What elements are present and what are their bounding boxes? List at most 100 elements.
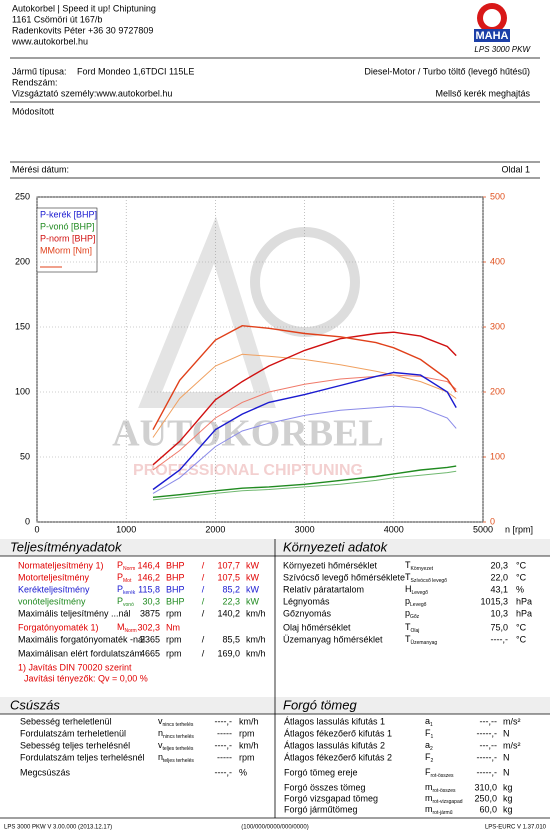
y-tick-label: 200 xyxy=(15,256,30,266)
row-cell: / xyxy=(202,608,205,618)
symbol-main: M xyxy=(117,622,125,632)
row-symbol: Frot-összes xyxy=(425,767,454,779)
symbol-sub: rot-jármű xyxy=(433,810,453,816)
plate-label: Rendszám: xyxy=(12,77,58,87)
vehicle-type: Ford Mondeo 1,6TDCI 115LE xyxy=(77,66,194,76)
row-cell: 22,0 xyxy=(490,572,508,582)
symbol-main: v xyxy=(158,716,163,726)
y-tick-label: 100 xyxy=(15,386,30,396)
row-symbol: F2 xyxy=(425,752,434,764)
y2-tick-label: 300 xyxy=(490,321,505,331)
row-symbol: pGőz xyxy=(405,608,420,620)
symbol-sub: Olaj xyxy=(411,628,420,634)
row-cell: 2365 xyxy=(140,634,160,644)
row-cell: % xyxy=(239,767,247,777)
row-symbol: Pvonó xyxy=(117,596,134,608)
row-symbol: TKörnyezet xyxy=(405,560,434,572)
symbol-sub: Norm xyxy=(123,566,135,572)
footnote: 1) Javítás DIN 70020 szerint xyxy=(18,662,132,672)
row-label: Fordulatszám teljes terhelésnél xyxy=(20,752,145,762)
row-cell: N xyxy=(503,752,510,762)
x-tick-label: 3000 xyxy=(295,524,315,534)
row-label: Normateljesítmény 1) xyxy=(18,560,104,570)
row-cell: 75,0 xyxy=(490,622,508,632)
row-cell: rpm xyxy=(166,608,182,618)
symbol-sub: nincs terhelés xyxy=(163,734,194,740)
y2-tick-label: 400 xyxy=(490,256,505,266)
row-cell: km/h xyxy=(246,648,266,658)
row-symbol: vnincs terhelés xyxy=(158,716,194,728)
row-cell: BHP xyxy=(166,584,185,594)
series-line xyxy=(152,470,457,501)
symbol-sub: Mot xyxy=(123,578,132,584)
row-cell: rpm xyxy=(166,648,182,658)
symbol-sub: Norm xyxy=(125,628,137,634)
symbol-main: T xyxy=(405,560,411,570)
row-cell: hPa xyxy=(516,608,532,618)
page-number: Oldal 1 xyxy=(501,164,530,174)
row-cell: N xyxy=(503,728,510,738)
header-line: www.autokorbel.hu xyxy=(11,36,88,46)
row-cell: 43,1 xyxy=(490,584,508,594)
row-cell: ----- xyxy=(217,752,232,762)
row-symbol: a2 xyxy=(425,740,433,752)
row-label: Olaj hőmérséklet xyxy=(283,622,351,632)
row-cell: 3875 xyxy=(140,608,160,618)
row-cell: kW xyxy=(246,584,260,594)
row-cell: 107,5 xyxy=(217,572,240,582)
row-cell: -----,- xyxy=(477,752,497,762)
y-tick-label: 0 xyxy=(25,516,30,526)
note: Módosított xyxy=(12,106,55,116)
row-cell: km/h xyxy=(246,608,266,618)
header-line: Autokorbel | Speed it up! Chiptuning xyxy=(12,3,156,13)
row-cell: ---,-- xyxy=(480,716,498,726)
symbol-sub: vonó xyxy=(123,602,134,608)
row-cell: 302,3 xyxy=(137,622,160,632)
symbol-sub: Szívócső levegő xyxy=(411,578,448,584)
symbol-main: F xyxy=(425,728,431,738)
row-label: Átlagos fékezőerő kifutás 1 xyxy=(284,728,392,738)
section-title: Teljesítményadatok xyxy=(10,539,123,554)
row-cell: 115,8 xyxy=(138,584,160,594)
row-cell: 169,0 xyxy=(217,648,240,658)
row-symbol: PNorm xyxy=(117,560,135,572)
symbol-main: F xyxy=(425,767,431,777)
symbol-sub: nincs terhelés xyxy=(163,722,194,728)
watermark-subtext: PROFESSIONAL CHIPTUNING xyxy=(133,462,363,479)
symbol-main: P xyxy=(117,584,123,594)
row-cell: kg xyxy=(503,804,513,814)
row-label: Maximális teljesítmény ...nál xyxy=(18,608,131,618)
y2-tick-label: 0 xyxy=(490,516,495,526)
examiner: Vizsgáztató személy:www.autokorbel.hu xyxy=(12,88,172,98)
row-cell: ----- xyxy=(217,728,232,738)
row-label: Relatív páratartalom xyxy=(283,584,364,594)
series-line xyxy=(152,371,457,491)
row-label: Kerékteljesítmény xyxy=(18,584,90,594)
row-label: Forgó tömeg ereje xyxy=(284,767,358,777)
symbol-sub: 2 xyxy=(431,758,434,764)
row-cell: / xyxy=(202,596,205,606)
row-label: Forgó összes tömeg xyxy=(284,782,366,792)
row-cell: ----,- xyxy=(215,716,233,726)
logo-badge-inner xyxy=(483,9,501,27)
row-label: Motorteljesítmény xyxy=(18,572,90,582)
row-cell: ----,- xyxy=(215,767,233,777)
footer-right: LPS-EURC V 1.37.010 xyxy=(485,825,547,831)
row-label: Fordulatszám terheletlenül xyxy=(20,728,126,738)
row-cell: km/h xyxy=(246,634,266,644)
legend-box xyxy=(36,207,98,273)
symbol-main: F xyxy=(425,752,431,762)
row-symbol: mrot-összes xyxy=(425,782,456,794)
x-tick-label: 1000 xyxy=(116,524,136,534)
row-cell: 60,0 xyxy=(479,804,497,814)
watermark-text: AUTOKORBEL xyxy=(112,413,384,455)
watermark-gauge xyxy=(250,227,360,337)
symbol-main: v xyxy=(158,740,163,750)
series-line xyxy=(152,324,457,431)
row-cell: °C xyxy=(516,572,527,582)
row-cell: 107,7 xyxy=(217,560,240,570)
footer-left: LPS 3000 PKW V 3.00.000 (2013.12.17) xyxy=(4,825,112,831)
symbol-sub: kerék xyxy=(123,590,136,596)
symbol-main: m xyxy=(425,793,433,803)
